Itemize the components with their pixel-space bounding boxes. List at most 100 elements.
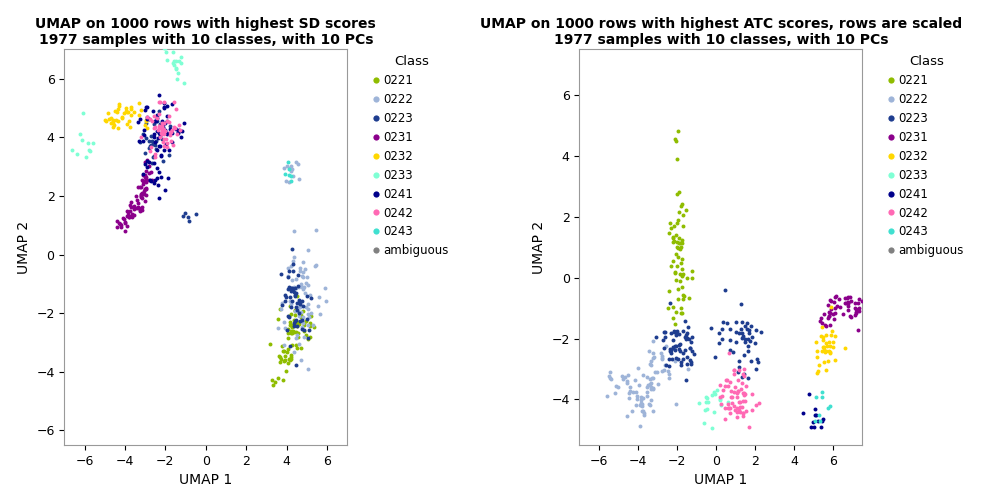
Point (734, 380, 750, 388)
Point (138, 117, 154, 125)
Point (675, 349, 691, 357)
Point (704, 391, 720, 399)
Point (672, 340, 688, 348)
Point (122, 201, 138, 209)
Point (270, 315, 286, 323)
Point (677, 335, 694, 343)
Point (828, 332, 844, 340)
Point (141, 138, 157, 146)
Point (176, 209, 193, 217)
Point (729, 404, 745, 412)
Point (847, 310, 863, 319)
Point (138, 123, 154, 132)
Point (669, 219, 685, 227)
Point (155, 43, 171, 51)
Point (820, 314, 836, 323)
Point (146, 116, 162, 124)
Point (727, 406, 743, 414)
Point (670, 244, 686, 253)
Point (668, 137, 684, 145)
Point (285, 322, 301, 330)
Point (302, 309, 319, 318)
Point (722, 326, 738, 334)
Point (844, 296, 860, 304)
Point (660, 355, 676, 363)
Point (167, 124, 183, 132)
Point (141, 162, 157, 170)
Point (843, 312, 859, 320)
Point (149, 180, 165, 188)
Point (849, 308, 865, 316)
Point (643, 383, 659, 391)
Point (664, 232, 680, 240)
Point (726, 366, 742, 374)
Point (817, 347, 834, 355)
Point (123, 212, 139, 220)
Point (148, 117, 164, 125)
Point (139, 156, 155, 164)
Point (144, 38, 160, 46)
Point (179, 213, 196, 221)
Point (170, 70, 186, 78)
Point (136, 132, 152, 140)
Title: UMAP on 1000 rows with highest ATC scores, rows are scaled
1977 samples with 10 : UMAP on 1000 rows with highest ATC score… (480, 17, 962, 47)
Point (666, 237, 682, 245)
Point (318, 284, 334, 292)
Point (143, 33, 159, 41)
Point (150, 168, 166, 176)
Point (134, 194, 150, 202)
Point (805, 423, 822, 431)
Point (629, 392, 645, 400)
Point (108, 116, 124, 124)
Point (105, 123, 121, 132)
Point (825, 343, 841, 351)
Point (822, 338, 838, 346)
Point (620, 371, 636, 379)
Point (163, 100, 179, 108)
Point (149, 126, 165, 134)
Y-axis label: UMAP 2: UMAP 2 (532, 221, 545, 274)
Point (159, 112, 175, 120)
Point (815, 343, 832, 351)
Point (814, 319, 831, 327)
Point (740, 347, 756, 355)
Point (665, 314, 681, 322)
Point (150, 98, 166, 106)
Point (160, 174, 176, 182)
Point (747, 339, 763, 347)
Point (136, 105, 152, 113)
Point (736, 351, 752, 359)
Point (150, 37, 166, 45)
Point (126, 108, 142, 116)
Point (158, 102, 174, 110)
Point (639, 388, 655, 396)
Point (720, 404, 736, 412)
Point (276, 164, 292, 172)
Point (294, 313, 310, 322)
Point (156, 146, 172, 154)
Point (290, 311, 306, 320)
Point (660, 303, 676, 311)
Point (116, 109, 132, 117)
Point (678, 329, 695, 337)
Point (712, 395, 728, 403)
Point (665, 257, 681, 265)
Point (282, 177, 298, 185)
Point (155, 119, 171, 128)
Point (656, 328, 672, 336)
Point (282, 300, 298, 308)
Point (147, 138, 163, 146)
Point (288, 322, 304, 330)
Point (736, 371, 752, 380)
Point (662, 299, 678, 307)
Point (282, 355, 298, 363)
Point (734, 334, 750, 342)
Point (137, 184, 153, 193)
Point (154, 122, 170, 131)
Point (740, 335, 756, 343)
Point (675, 295, 691, 303)
Point (133, 106, 149, 114)
Point (813, 393, 830, 401)
Point (105, 116, 121, 124)
Point (683, 274, 700, 282)
